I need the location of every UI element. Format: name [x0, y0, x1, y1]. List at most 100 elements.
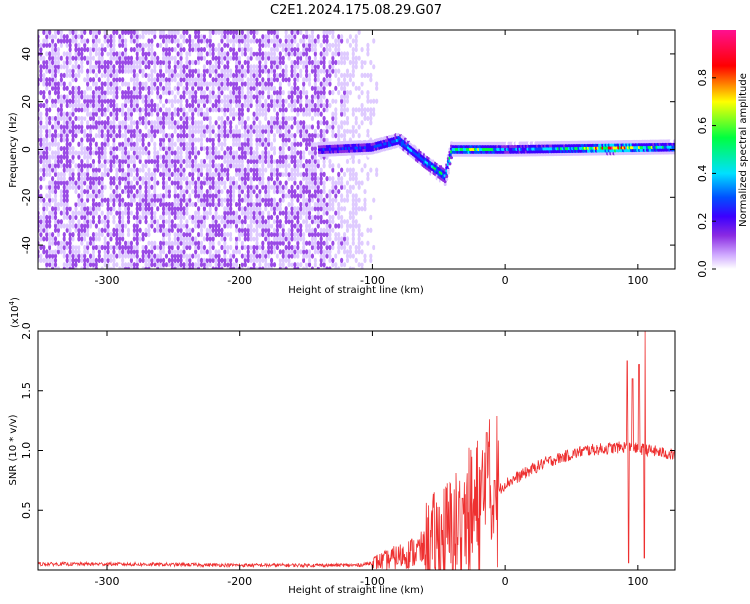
spectrogram-cell [62, 180, 66, 186]
spectrogram-cell [112, 64, 116, 70]
spectrogram-cell [86, 55, 90, 61]
spectrogram-cell [68, 206, 72, 212]
spectrogram-cell [322, 30, 326, 35]
spectrogram-cell [214, 55, 218, 61]
spectrogram-cell [173, 206, 177, 212]
spectrogram-cell [97, 94, 101, 100]
spectrogram-cell [45, 115, 49, 122]
spectrogram-cell [65, 180, 69, 186]
spectrogram-cell [328, 188, 332, 195]
spectrogram-cell [144, 98, 148, 104]
spectrogram-cell [261, 102, 265, 109]
spectrogram-cell [77, 98, 81, 104]
spectrogram-cell [39, 240, 43, 246]
spectrogram-cell [287, 102, 291, 109]
spectrogram-cell [118, 236, 122, 242]
spectrogram-cell [77, 55, 81, 61]
spectrogram-cell [194, 94, 198, 100]
spectrogram-cell [182, 262, 186, 268]
spectrogram-cell [144, 42, 148, 48]
spectrogram-cell [214, 180, 218, 186]
spectrogram-cell [39, 120, 43, 126]
spectrogram-cell [208, 46, 212, 53]
spectrogram-cell [112, 72, 116, 79]
spectrogram-cell [50, 64, 55, 70]
spectrogram-cell [45, 85, 49, 91]
spectrogram-cell [366, 201, 370, 208]
spectrogram-cell [48, 145, 52, 152]
spectrogram-cell [100, 163, 104, 169]
spectrogram-cell [196, 150, 201, 156]
spectrogram-cell [103, 64, 107, 70]
spectrogram-cell [164, 111, 169, 117]
spectrogram-cell [144, 176, 148, 182]
spectrogram-cell [179, 227, 183, 233]
spectrogram-cell [226, 249, 230, 255]
spectrogram-cell [45, 214, 49, 220]
spectrogram-cell [65, 137, 69, 143]
spectrogram-cell [91, 111, 96, 117]
spectrogram-cell [141, 120, 145, 126]
spectrogram-cell [53, 85, 58, 91]
spectrogram-cell [170, 227, 174, 233]
spectrogram-cell [65, 115, 69, 122]
spectrogram-cell [100, 133, 104, 139]
spectrogram-cell [217, 124, 221, 130]
spectrogram-cell [167, 111, 171, 117]
spectrogram-cell [237, 188, 242, 195]
spectrogram-cell [68, 145, 72, 152]
spectrogram-cell [161, 219, 166, 225]
spectrogram-cell [109, 244, 113, 251]
spectrogram-cell [232, 85, 236, 91]
spectrogram-cell [351, 253, 355, 259]
spectrogram-cell [176, 214, 180, 220]
spectrogram-cell [80, 102, 84, 109]
spectrogram-cell [208, 59, 212, 66]
spectrogram-cell [94, 64, 98, 70]
spectrogram-cell [91, 42, 96, 48]
spectrogram-cell [188, 59, 192, 66]
spectrogram-cell [74, 124, 78, 130]
spectrogram-cell [188, 72, 192, 79]
spectrogram-cell [170, 257, 174, 263]
spectrogram-cell [115, 72, 119, 79]
spectrogram-cell [240, 176, 244, 182]
spectrogram-cell [115, 111, 119, 117]
spectrogram-cell [71, 137, 75, 143]
spectrogram-cell [232, 176, 236, 182]
spectrogram-cell [173, 128, 177, 134]
spectrogram-cell [196, 223, 201, 229]
spectrogram-cell [97, 59, 101, 66]
spectrogram-cell [196, 180, 201, 186]
spectrogram-cell [185, 240, 189, 246]
spectrogram-cell [345, 158, 350, 165]
spectrogram-cell [205, 188, 209, 195]
spectrogram-cell [94, 231, 98, 238]
spectrogram-cell [77, 167, 81, 173]
spectrogram-cell [159, 128, 163, 134]
spectrogram-cell [173, 231, 177, 238]
spectrogram-cell [161, 55, 166, 61]
spectrogram-cell [167, 145, 171, 152]
spectrogram-cell [100, 124, 104, 130]
spectrogram-cell [357, 30, 361, 35]
spectrogram-cell [65, 150, 69, 156]
spectrogram-cell [150, 176, 154, 182]
spectrogram-cell [296, 85, 300, 91]
spectrogram-cell [205, 111, 209, 117]
spectrogram-cell [156, 72, 160, 79]
spectrogram-cell [211, 180, 215, 186]
spectrogram-cell [94, 46, 98, 53]
spectrogram-cell [220, 201, 224, 208]
spectrogram-cell [83, 94, 87, 100]
spectrogram-cell [129, 266, 134, 269]
spectrogram-cell [252, 150, 256, 156]
spectrogram-cell [269, 197, 274, 203]
spectrogram-cell [91, 46, 96, 53]
spectrogram-cell [153, 214, 157, 220]
spectrogram-cell [126, 163, 131, 169]
spectrogram-cell [153, 188, 157, 195]
spectrogram-cell [121, 158, 125, 165]
spectrogram-cell [126, 184, 131, 190]
spectrogram-cell [50, 141, 55, 147]
